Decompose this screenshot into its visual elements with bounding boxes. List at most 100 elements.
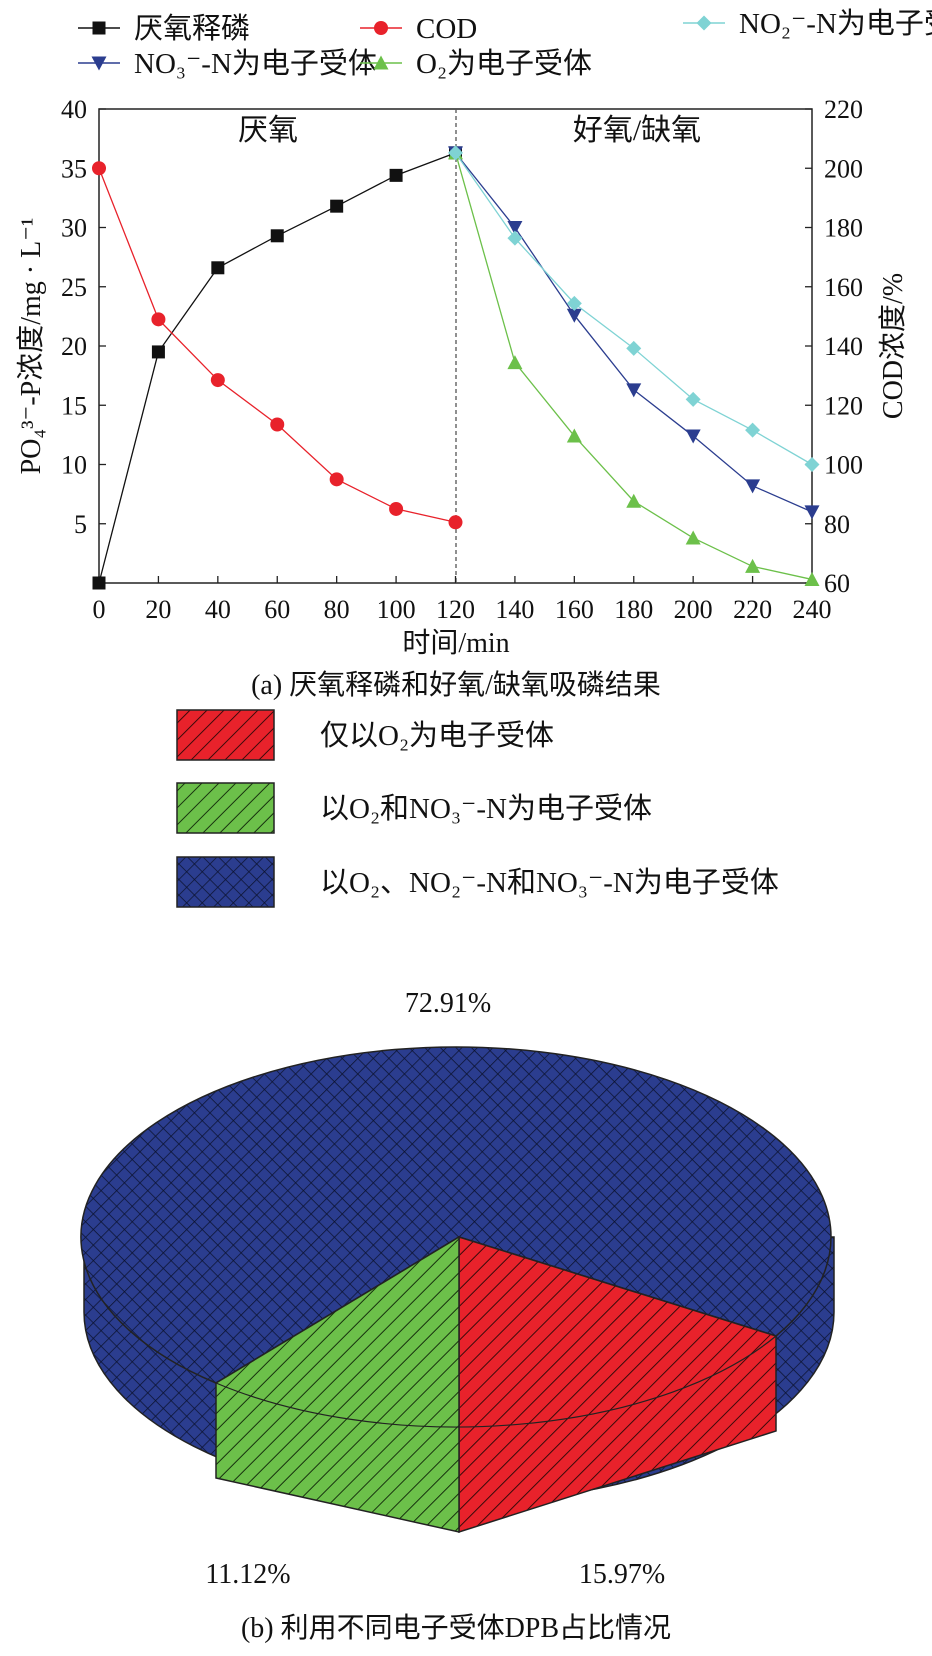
series-line [454, 152, 813, 466]
legend-item-b: 以O₂和NO₃⁻-N为电子受体 [176, 782, 652, 834]
region-label-aerobic-anoxic: 好氧/缺氧 [573, 114, 701, 147]
series-0 [92, 146, 462, 590]
x-axis-title: 时间/min [402, 627, 509, 659]
legend-marker [92, 21, 106, 35]
data-point [804, 505, 820, 520]
x-tick-label: 100 [377, 595, 416, 624]
x-tick-label: 20 [145, 595, 171, 624]
y-axis-title-left: PO₄³⁻-P浓度/mg · L⁻¹ [15, 218, 47, 475]
pie-front-edge [215, 1335, 777, 1428]
legend-item-b: 仅以O₂为电子受体 [176, 709, 554, 761]
series-2 [92, 161, 463, 530]
data-point [210, 373, 225, 388]
legend-swatch [176, 782, 275, 834]
y-tick-label-right: 60 [824, 569, 850, 598]
legend-swatch [176, 856, 275, 908]
series-group [92, 145, 820, 590]
data-point [685, 429, 701, 444]
series-line [454, 152, 813, 513]
legend-label-b: 以O₂、NO₂⁻-N和NO₃⁻-N为电子受体 [320, 866, 779, 899]
caption-a: (a) 厌氧释磷和好氧/缺氧吸磷结果 [251, 669, 661, 701]
y-tick-label-right: 180 [824, 214, 863, 243]
legend-label: NO₂⁻-N为电子受体 [739, 7, 932, 40]
data-point [389, 501, 404, 516]
y-tick-label-right: 160 [824, 273, 863, 302]
data-point [626, 383, 642, 398]
series-4 [448, 145, 820, 472]
legend-swatch [176, 709, 275, 761]
pie-3d [80, 1046, 835, 1534]
data-point [626, 340, 642, 356]
legend-label: O₂为电子受体 [416, 47, 592, 80]
y-axis-title-right: COD浓度/% [877, 273, 909, 419]
x-tick-label: 160 [555, 595, 594, 624]
data-point [685, 530, 701, 545]
data-point [745, 479, 761, 494]
data-point [329, 472, 344, 487]
y-tick-label-left: 40 [61, 95, 87, 124]
series-line [98, 168, 456, 523]
data-point [448, 515, 463, 530]
axes-a: 0 20 40 60 80 100 120 140 160 180 200 220 240 5 10 15 20… [61, 95, 863, 624]
x-tick-label: 0 [93, 595, 106, 624]
legend-label: 厌氧释磷 [134, 12, 250, 45]
x-tick-label: 220 [733, 595, 772, 624]
pie-chart-b: 仅以O₂为电子受体以O₂和NO₃⁻-N为电子受体以O₂、NO₂⁻-N和NO₃⁻-… [80, 709, 835, 1644]
data-point [270, 229, 284, 243]
y-tick-label-right: 80 [824, 510, 850, 539]
x-tick-label: 80 [324, 595, 350, 624]
data-point [389, 168, 403, 182]
x-tick-label: 180 [614, 595, 653, 624]
y-tick-label-left: 10 [61, 451, 87, 480]
data-point [448, 145, 463, 161]
legend-label: NO₃⁻-N为电子受体 [134, 47, 377, 80]
legend-label-b: 仅以O₂为电子受体 [320, 719, 554, 752]
series-line [454, 152, 813, 581]
data-point [92, 161, 106, 176]
data-point [151, 345, 165, 359]
data-point [804, 571, 820, 586]
legend-item: COD [360, 13, 477, 45]
data-point [745, 422, 761, 438]
legend-b: 仅以O₂为电子受体以O₂和NO₃⁻-N为电子受体以O₂、NO₂⁻-N和NO₃⁻-… [176, 709, 779, 908]
x-tick-label: 40 [205, 595, 231, 624]
pie-label-red: 15.97% [579, 1559, 665, 1590]
legend-item: NO₂⁻-N为电子受体 [683, 7, 932, 40]
x-tick-label: 240 [793, 595, 832, 624]
pie-label-blue: 72.91% [405, 988, 491, 1019]
y-tick-label-left: 25 [61, 273, 87, 302]
x-tick-label: 60 [264, 595, 290, 624]
y-tick-label-left: 35 [61, 154, 87, 183]
series-3 [448, 145, 820, 586]
data-point [507, 221, 523, 235]
data-point [211, 261, 225, 275]
y-tick-label-right: 140 [824, 332, 863, 361]
legend-item: NO₃⁻-N为电子受体 [78, 47, 377, 80]
legend-marker [91, 56, 107, 71]
legend-item: 厌氧释磷 [78, 12, 250, 45]
y-tick-label-right: 120 [824, 391, 863, 420]
region-label-anaerobic: 厌氧 [238, 114, 298, 147]
y-tick-label-right: 220 [824, 95, 863, 124]
legend-marker [696, 15, 712, 31]
data-point [566, 308, 582, 323]
data-point [566, 295, 582, 311]
y-tick-label-left: 20 [61, 332, 87, 361]
legend-label-b: 以O₂和NO₃⁻-N为电子受体 [320, 792, 652, 825]
pie-face-green [215, 1235, 460, 1533]
y-tick-label-right: 200 [824, 154, 863, 183]
data-point [626, 493, 642, 508]
data-point [745, 558, 761, 573]
x-tick-label: 140 [495, 595, 534, 624]
data-point [685, 391, 701, 407]
data-point [507, 230, 523, 246]
series-1 [448, 146, 820, 520]
pie-slice-blue [80, 1046, 832, 1384]
x-tick-label: 120 [436, 595, 475, 624]
legend-item: O₂为电子受体 [360, 47, 592, 80]
y-tick-label-left: 30 [61, 214, 87, 243]
data-point [330, 199, 344, 213]
